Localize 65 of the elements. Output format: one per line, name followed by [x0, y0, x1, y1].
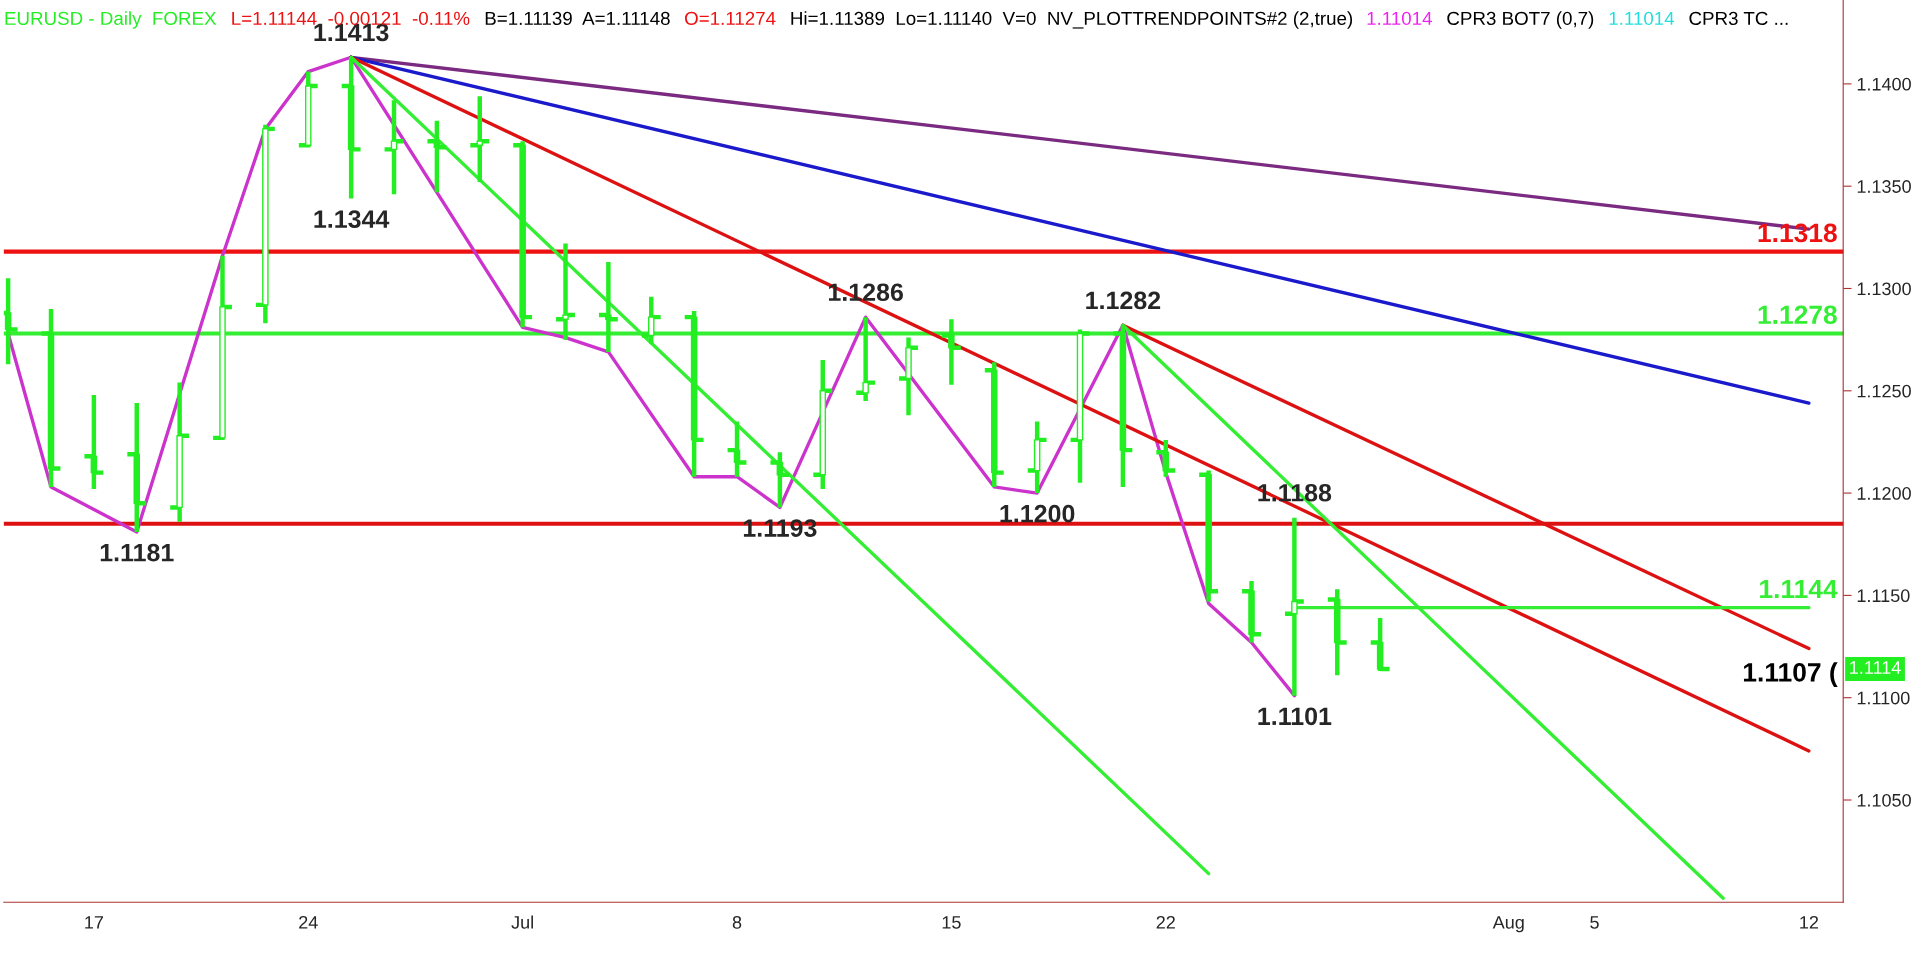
x-tick-label: Aug	[1492, 916, 1524, 933]
candlestick	[768, 449, 792, 510]
y-tick-label: 1.1150	[1857, 589, 1910, 603]
x-tick-label: 22	[1156, 915, 1175, 929]
annotation: 1.1107 (	[1743, 662, 1838, 687]
annotation: Hi=1.11389 Lo=1.11140 V=0 NV_PLOTTRENDPOINTS#2 (2,true)	[791, 11, 1353, 29]
candlestick	[339, 55, 363, 201]
candlestick	[596, 259, 621, 355]
x-tick-label: Jul	[511, 915, 533, 929]
annotation: 1.1101	[1258, 707, 1332, 726]
annotation: CPR3 BOT7 (0,7)	[1447, 11, 1594, 29]
candlestick	[382, 98, 406, 197]
x-tick-label: 5	[1590, 916, 1599, 929]
candlestick	[39, 306, 63, 490]
y-tick-label: 1.1200	[1857, 487, 1911, 500]
annotation: B=1.11139 A=1.11148	[485, 11, 670, 26]
annotation: 1.1282	[1086, 291, 1161, 310]
candlestick	[1325, 587, 1349, 678]
candlestick	[982, 359, 1006, 490]
x-tick-label: 12	[1800, 915, 1819, 929]
candlestick	[1111, 323, 1135, 490]
ref-line-label: 1.1318	[1758, 223, 1837, 243]
candlestick	[296, 69, 320, 150]
candlestick	[553, 241, 578, 342]
ref-line-label: 1.1278	[1758, 305, 1837, 325]
annotation: 1.1344	[314, 210, 390, 228]
y-tick-label: 1.1250	[1857, 384, 1911, 398]
candlestick	[210, 253, 235, 443]
candlestick	[639, 294, 663, 346]
annotation: 1.1200	[1000, 504, 1075, 523]
y-tick-label: 1.1350	[1857, 180, 1911, 193]
candlestick	[896, 335, 921, 418]
candlestick	[468, 93, 492, 185]
candlestick	[82, 392, 106, 492]
x-tick-label: 24	[299, 915, 318, 929]
annotation: 1.11014	[1609, 11, 1675, 26]
x-tick-label: 17	[85, 916, 104, 929]
text: EURUSD - Daily FOREX	[5, 11, 217, 29]
x-tick-label: 8	[732, 915, 742, 929]
candlestick	[253, 122, 278, 326]
candlestick	[1282, 515, 1307, 698]
annotation: CPR3 TC ...	[1689, 11, 1788, 26]
candlestick	[853, 314, 878, 404]
annotation: 1.1144	[1760, 579, 1838, 599]
y-tick-label: 1.1100	[1857, 691, 1910, 705]
candlestick	[125, 400, 149, 535]
candlestick	[167, 380, 192, 524]
candlestick	[682, 308, 706, 479]
y-tick-label: 1.1400	[1857, 77, 1911, 91]
y-tick-label: 1.1050	[1857, 793, 1911, 807]
text: 1.1114	[1850, 661, 1901, 674]
candlestick	[1368, 615, 1392, 674]
candlestick	[1068, 327, 1092, 486]
candlestick	[1154, 437, 1178, 479]
annotation: 1.11014	[1367, 11, 1432, 26]
candlestick	[725, 419, 749, 479]
candlestick	[939, 316, 964, 387]
y-tick-label: 1.1300	[1857, 282, 1911, 296]
annotation: O=1.11274	[685, 11, 776, 26]
candlestick	[425, 118, 449, 195]
candlestick	[1025, 419, 1049, 496]
candlestick	[1239, 578, 1264, 645]
x-tick-label: 15	[942, 916, 961, 929]
candlestick	[811, 357, 835, 492]
annotation: 1.1181	[100, 543, 174, 562]
